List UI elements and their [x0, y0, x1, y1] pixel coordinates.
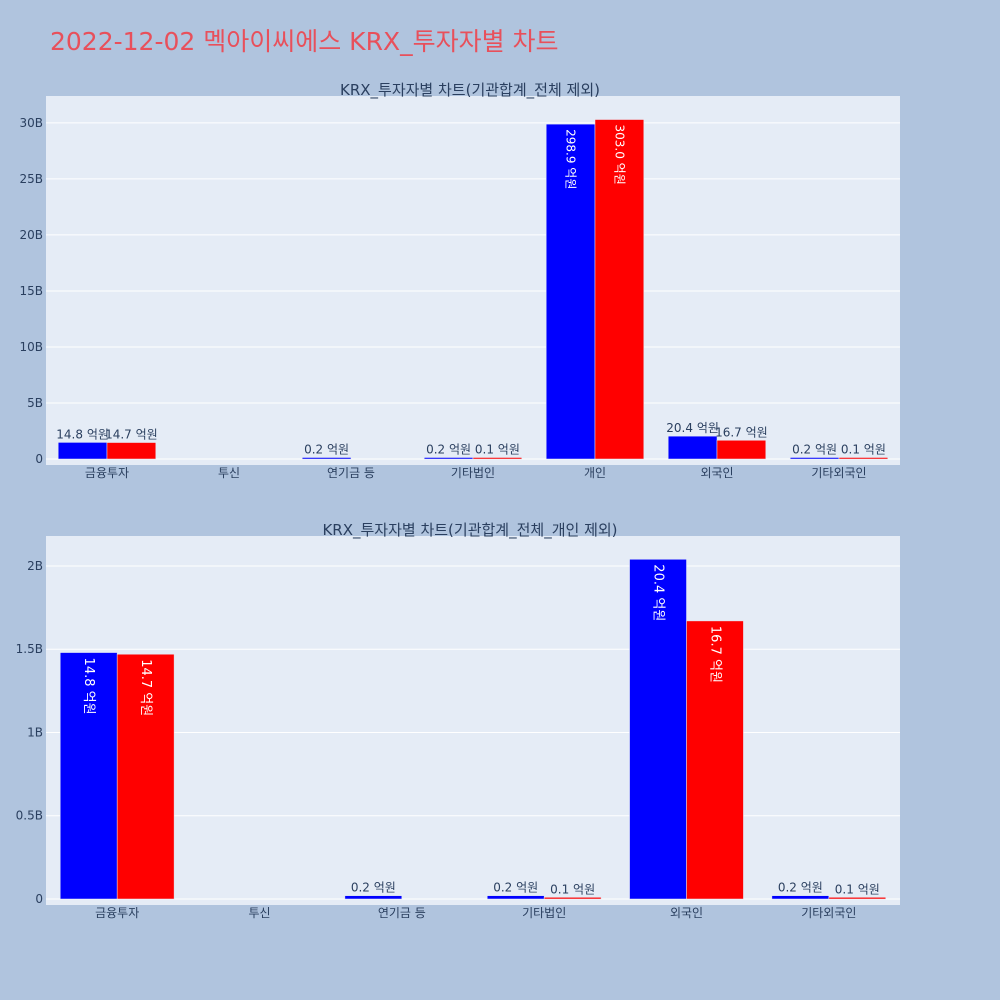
data-label: 0.2 억원: [778, 881, 823, 895]
chart-title: KRX_투자자별 차트(기관합계_전체 제외): [340, 81, 600, 100]
y-tick-label: 5B: [27, 396, 43, 410]
bar: [543, 897, 602, 900]
data-label: 0.1 억원: [475, 443, 520, 457]
data-label: 298.9 억원: [564, 129, 578, 189]
x-tick-label: 금융투자: [95, 906, 139, 920]
bar: [771, 895, 830, 900]
data-label: 20.4 억원: [666, 421, 719, 435]
bar: [686, 620, 744, 900]
bar: [57, 442, 108, 460]
x-tick-label: 기타외국인: [801, 906, 856, 920]
x-tick-label: 투신: [248, 906, 270, 920]
data-label: 20.4 억원: [651, 564, 666, 621]
data-label: 0.1 억원: [835, 882, 880, 896]
bar: [789, 457, 840, 460]
y-tick-label: 0: [35, 452, 43, 466]
x-tick-label: 기타외국인: [811, 466, 866, 480]
y-tick-label: 15B: [19, 284, 43, 298]
x-tick-label: 개인: [584, 466, 606, 480]
bar: [838, 457, 889, 460]
bar: [828, 897, 887, 900]
bar: [486, 895, 545, 900]
data-label: 16.7 억원: [707, 626, 722, 683]
plot-area: [46, 96, 900, 465]
chart-panel-2: 0 0.5B 1B 1.5B 2B KRX_투자자별 차트(기관합계_전체_개인 제외) 금…: [16, 521, 900, 920]
y-tick-label: 0: [35, 892, 43, 906]
y-tick-label: 1B: [27, 725, 43, 739]
x-tick-label: 기타법인: [522, 906, 566, 920]
y-tick-label: 0.5B: [16, 809, 43, 823]
data-label: 0.2 억원: [493, 881, 538, 895]
y-tick-label: 2B: [27, 559, 43, 573]
data-label: 303.0 억원: [612, 125, 626, 185]
x-tick-label: 외국인: [670, 906, 703, 920]
data-label: 0.2 억원: [426, 443, 471, 457]
x-tick-label: 기타법인: [451, 466, 495, 480]
x-tick-label: 연기금 등: [327, 466, 375, 480]
data-label: 0.1 억원: [841, 443, 886, 457]
data-label: 14.8 억원: [81, 658, 96, 715]
data-label: 14.7 억원: [138, 659, 153, 716]
chart-title: KRX_투자자별 차트(기관합계_전체_개인 제외): [322, 521, 617, 540]
bar: [423, 457, 474, 460]
data-label: 14.7 억원: [105, 428, 158, 442]
data-label: 14.8 억원: [56, 427, 109, 441]
page-title: 2022-12-02 멕아이씨에스 KRX_투자자별 차트: [50, 27, 559, 56]
bar: [545, 123, 596, 460]
x-tick-label: 외국인: [700, 466, 733, 480]
y-tick-label: 20B: [19, 228, 43, 242]
y-tick-label: 30B: [19, 116, 43, 130]
bar: [344, 895, 403, 900]
bar: [59, 652, 118, 900]
data-label: 0.1 억원: [550, 882, 595, 896]
bar: [106, 442, 157, 460]
x-tick-label: 금융투자: [85, 466, 129, 480]
data-label: 16.7 억원: [715, 425, 768, 439]
y-tick-label: 25B: [19, 172, 43, 186]
bar: [472, 457, 523, 460]
data-label: 0.2 억원: [351, 881, 396, 895]
data-label: 0.2 억원: [792, 443, 837, 457]
x-tick-label: 연기금 등: [378, 906, 426, 920]
chart-panel-1: 0 5B 10B 15B 20B 25B 30B KRX_투자자별 차트(기관합계_전체 제외…: [19, 81, 900, 480]
bar: [667, 435, 718, 460]
bar: [301, 457, 352, 460]
y-tick-label: 1.5B: [16, 642, 43, 656]
plot-area: [46, 536, 900, 905]
x-tick-label: 투신: [218, 466, 240, 480]
bar: [594, 119, 645, 460]
data-label: 0.2 억원: [304, 443, 349, 457]
y-tick-label: 10B: [19, 340, 43, 354]
bar: [116, 653, 175, 900]
bar: [716, 440, 767, 460]
